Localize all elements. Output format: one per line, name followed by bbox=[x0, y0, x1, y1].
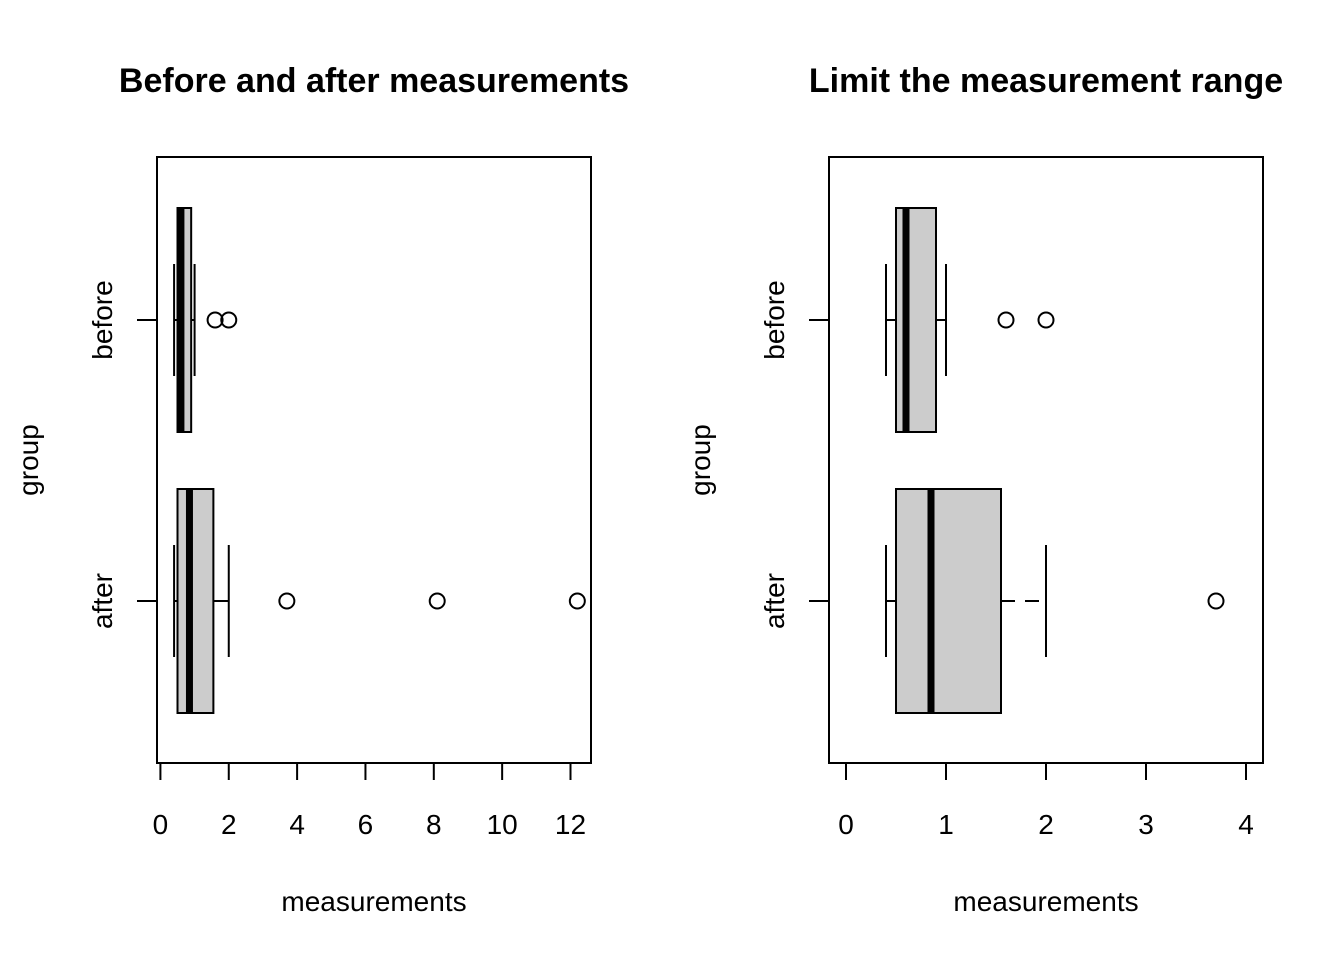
x-tick-label: 4 bbox=[289, 809, 305, 840]
outlier-point bbox=[997, 311, 1015, 329]
y-tick-label-before: before bbox=[87, 280, 118, 359]
panel-2-x-axis-label: measurements bbox=[953, 886, 1138, 917]
y-tick-label-before: before bbox=[759, 280, 790, 359]
x-tick-label: 4 bbox=[1238, 809, 1254, 840]
box-after bbox=[885, 488, 1225, 714]
x-tick-label: 12 bbox=[555, 809, 586, 840]
x-tick-label: 3 bbox=[1138, 809, 1154, 840]
y-tick-label-after: after bbox=[87, 573, 118, 629]
panel-1-x-axis-label: measurements bbox=[281, 886, 466, 917]
panel-1-y-axis: after before bbox=[87, 280, 157, 629]
panel-2-boxes bbox=[885, 207, 1225, 714]
box-after bbox=[173, 488, 586, 714]
x-tick-label: 6 bbox=[358, 809, 374, 840]
outlier-point bbox=[220, 311, 238, 329]
box-iqr bbox=[895, 488, 1002, 714]
panel-2-x-axis: 0 1 2 3 4 bbox=[838, 762, 1254, 840]
outlier-point bbox=[1207, 592, 1225, 610]
x-tick-label: 0 bbox=[153, 809, 169, 840]
panel-1-boxes bbox=[173, 207, 586, 714]
panel-before-after: Before and after measurements measuremen… bbox=[13, 62, 629, 917]
panel-1-y-axis-label: group bbox=[13, 424, 44, 496]
box-iqr bbox=[176, 488, 215, 714]
panel-2-y-axis: after before bbox=[759, 280, 829, 629]
panel-1-title: Before and after measurements bbox=[119, 62, 629, 100]
outlier-point bbox=[568, 592, 586, 610]
x-tick-label: 2 bbox=[1038, 809, 1054, 840]
panel-limited-range: Limit the measurement range measurements… bbox=[685, 62, 1283, 917]
x-tick-label: 8 bbox=[426, 809, 442, 840]
box-iqr bbox=[895, 207, 937, 433]
outlier-point bbox=[1037, 311, 1055, 329]
panel-2-y-axis-label: group bbox=[685, 424, 716, 496]
box-before bbox=[885, 207, 1055, 433]
outlier-point bbox=[206, 311, 224, 329]
panel-1-plot-frame bbox=[156, 156, 592, 764]
panel-2-title: Limit the measurement range bbox=[809, 62, 1283, 100]
box-before bbox=[173, 207, 238, 433]
x-tick-label: 0 bbox=[838, 809, 854, 840]
x-tick-label: 1 bbox=[938, 809, 954, 840]
x-tick-label: 10 bbox=[487, 809, 518, 840]
panel-1-x-axis: 0 2 4 6 8 10 12 bbox=[153, 762, 586, 840]
x-tick-label: 2 bbox=[221, 809, 237, 840]
outlier-point bbox=[428, 592, 446, 610]
outlier-point bbox=[278, 592, 296, 610]
y-tick-label-after: after bbox=[759, 573, 790, 629]
panel-2-plot-frame bbox=[828, 156, 1264, 764]
